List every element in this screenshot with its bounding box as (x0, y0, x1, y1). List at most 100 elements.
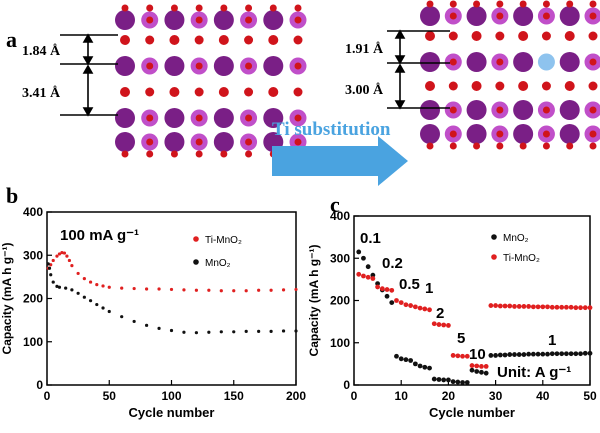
manganese-atom (263, 56, 284, 76)
data-point (502, 303, 508, 309)
oxygen-atom (170, 4, 178, 12)
oxygen-atom (170, 150, 178, 158)
oxygen-atom (496, 58, 504, 66)
data-point (101, 284, 105, 288)
data-point (573, 305, 579, 311)
legend-marker (193, 236, 199, 242)
data-point (207, 288, 211, 292)
oxygen-atom (245, 114, 253, 122)
data-point (436, 377, 442, 382)
manganese-atom (263, 10, 284, 30)
rate-label: 0.1 (360, 230, 381, 247)
data-point (88, 299, 93, 303)
oxygen-atom (473, 142, 481, 150)
oxygen-atom (518, 31, 529, 41)
legend-marker (491, 254, 497, 260)
data-point (446, 377, 451, 383)
oxygen-atom (195, 16, 203, 24)
oxygen-atom (588, 31, 598, 41)
y-tick-label: 300 (330, 251, 350, 265)
data-point (554, 351, 560, 357)
oxygen-atom (495, 81, 505, 91)
data-point (57, 285, 62, 289)
data-point (535, 304, 541, 310)
data-point (450, 379, 456, 385)
data-point (554, 304, 560, 310)
legend-marker (491, 234, 497, 240)
data-point (417, 363, 423, 369)
oxygen-atom (473, 0, 481, 8)
data-point (446, 323, 451, 328)
data-point (455, 353, 461, 359)
data-point (70, 288, 74, 292)
data-point (582, 350, 588, 356)
data-point (526, 351, 532, 357)
oxygen-atom (566, 0, 574, 8)
x-tick-label: 50 (103, 389, 117, 403)
manganese-atom (164, 56, 185, 76)
data-point (207, 330, 211, 334)
data-point (526, 304, 532, 309)
x-axis-label: Cycle number (129, 405, 215, 420)
manganese-atom (559, 6, 580, 26)
oxygen-atom (245, 16, 253, 24)
oxygen-atom (245, 4, 253, 12)
oxygen-atom (495, 31, 505, 41)
data-point (65, 254, 69, 258)
data-point (107, 309, 111, 314)
data-point (70, 264, 74, 268)
data-point (120, 286, 124, 290)
data-point (375, 284, 380, 290)
data-point (417, 305, 423, 311)
oxygen-atom (195, 150, 203, 158)
data-point (76, 291, 80, 295)
data-point (384, 287, 390, 292)
x-tick-label: 30 (489, 389, 503, 403)
oxygen-atom (496, 12, 504, 20)
oxygen-atom (542, 12, 550, 20)
oxygen-atom (146, 4, 154, 12)
oxygen-atom (542, 130, 550, 138)
data-point (488, 353, 494, 358)
data-point (379, 286, 385, 292)
rate-label: 10 (469, 346, 486, 363)
chart-b: 0 50 100 150 200 0 100 200 300 400 Cycle number Cap… (0, 205, 306, 420)
data-point (512, 352, 517, 357)
oxygen-atom (426, 0, 434, 8)
data-point (507, 352, 513, 357)
oxygen-atom (471, 81, 482, 91)
distance-label-left-2: 3.41 Å (22, 85, 61, 101)
oxygen-atom (146, 62, 154, 70)
data-point (244, 289, 248, 293)
oxygen-atom (541, 81, 551, 91)
oxygen-atom (245, 138, 253, 146)
oxygen-atom (519, 0, 527, 8)
x-tick-label: 20 (442, 389, 456, 403)
oxygen-atom (448, 81, 458, 91)
data-point (441, 377, 447, 383)
data-point (450, 353, 456, 358)
data-point (51, 258, 55, 263)
oxygen-atom (220, 150, 228, 158)
x-tick-label: 200 (286, 389, 306, 403)
data-point (169, 328, 174, 333)
data-point (64, 286, 68, 290)
data-point (516, 352, 522, 357)
y-axis-label: Capacity (mA h g⁻¹) (0, 243, 14, 355)
legend-entry: Ti-MnO₂ (205, 235, 242, 246)
data-point (95, 302, 99, 307)
oxygen-atom (496, 130, 504, 138)
y-tick-label: 400 (23, 205, 43, 219)
oxygen-atom (245, 62, 253, 70)
data-point (568, 351, 574, 357)
oxygen-atom (589, 130, 597, 138)
data-point (76, 271, 80, 276)
data-point (361, 273, 366, 279)
data-point (46, 262, 50, 266)
data-point (493, 353, 498, 358)
oxygen-atom (220, 4, 228, 12)
data-point (47, 266, 52, 270)
oxygen-atom (589, 58, 597, 66)
oxygen-atom (146, 150, 154, 158)
data-point (49, 263, 53, 267)
